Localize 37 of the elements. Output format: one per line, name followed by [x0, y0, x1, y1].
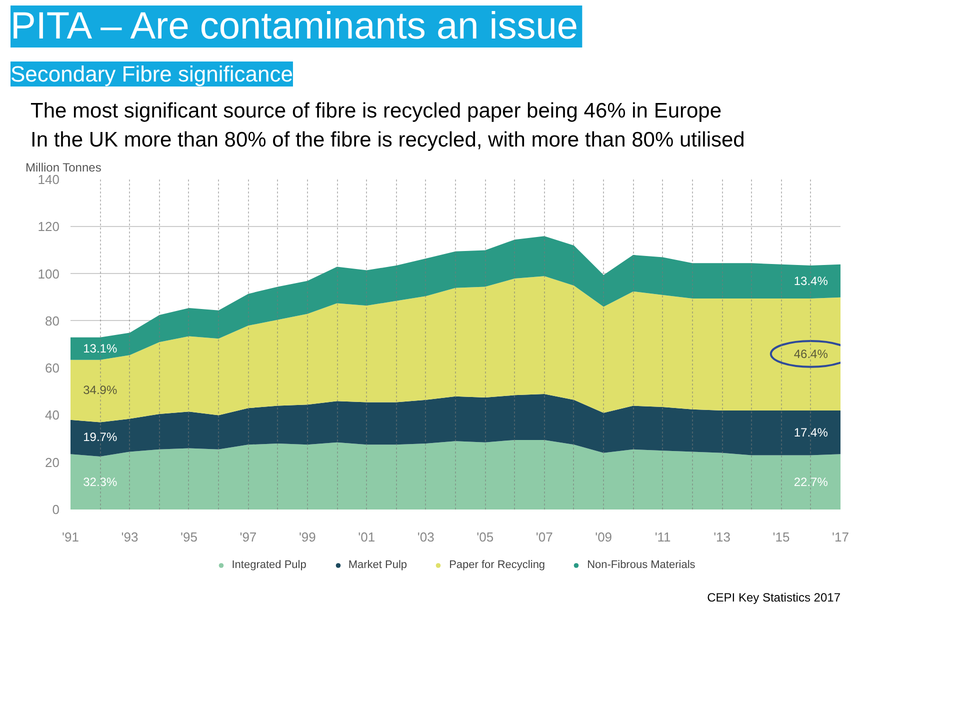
- y-axis-title: Million Tonnes: [26, 160, 102, 174]
- x-tick-label: '01: [358, 530, 376, 544]
- x-tick-label: '91: [62, 530, 79, 544]
- y-tick-label: 20: [45, 454, 60, 470]
- x-tick-label: '97: [240, 530, 257, 544]
- chart-title: PITA – Are contaminants an issue: [10, 6, 578, 48]
- annotation: 46.4%: [794, 346, 828, 361]
- x-tick-label: '15: [772, 530, 790, 544]
- x-tick-label: '95: [180, 530, 198, 544]
- legend-label: Integrated Pulp: [232, 559, 306, 571]
- legend-label: Market Pulp: [348, 559, 408, 571]
- y-tick-label: 0: [52, 502, 60, 517]
- y-tick-label: 120: [38, 219, 60, 234]
- x-tick-label: '11: [654, 530, 671, 544]
- annotation: 13.1%: [83, 342, 118, 356]
- x-tick-label: '93: [121, 530, 138, 544]
- chart-subtitle: Secondary Fibre significance: [10, 62, 293, 86]
- y-tick-label: 140: [38, 172, 60, 187]
- legend-label: Paper for Recycling: [449, 559, 546, 571]
- y-tick-label: 40: [45, 408, 60, 423]
- annotation: 17.4%: [794, 425, 828, 440]
- text: In the UK more than 80% of the fibre is recycled, with more than 80% utilised: [30, 128, 745, 152]
- x-tick-label: '07: [536, 530, 553, 544]
- text: CEPI Key Statistics 2017: [707, 590, 841, 604]
- y-tick-label: 100: [38, 266, 60, 282]
- y-tick-label: 60: [45, 360, 60, 376]
- x-tick-label: '17: [832, 530, 849, 544]
- x-tick-label: '03: [417, 530, 434, 544]
- y-tick-label: 80: [45, 313, 60, 328]
- x-tick-label: '13: [714, 530, 731, 544]
- annotation: 34.9%: [83, 382, 118, 397]
- x-tick-label: '99: [298, 530, 316, 544]
- text: The most significant source of fibre is recycled paper being 46% in Europe: [30, 100, 722, 122]
- legend-label: Non-Fibrous Materials: [587, 559, 696, 571]
- x-tick-label: '09: [595, 530, 612, 544]
- x-tick-label: '05: [476, 530, 494, 544]
- annotation: 13.4%: [794, 274, 828, 288]
